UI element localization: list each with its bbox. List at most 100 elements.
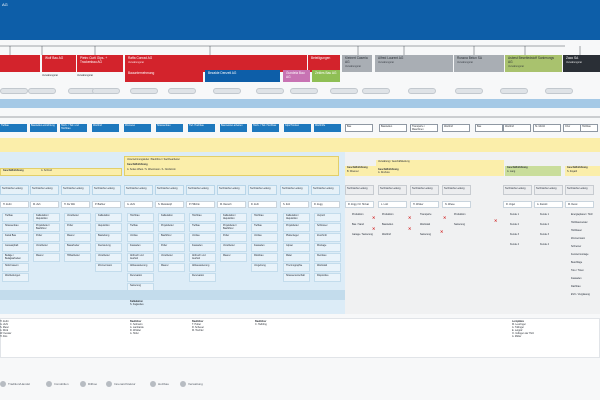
department-role[interactable]: Gipser	[283, 243, 310, 252]
department-role[interactable]: Schreiner	[571, 245, 582, 248]
department-box[interactable]: Bau	[475, 124, 503, 132]
department-role[interactable]: Tiefbau	[189, 223, 216, 232]
department-role[interactable]: Thermographie	[283, 263, 310, 272]
department-role[interactable]: Fassaden	[189, 243, 216, 252]
department-role[interactable]: Montage	[314, 243, 341, 252]
department-role[interactable]: Kunde 4	[510, 243, 519, 246]
department-box[interactable]: Baustellen	[379, 124, 407, 132]
department-role[interactable]: Rückbau	[251, 253, 278, 262]
tech-head-box[interactable]: Technische Leitung	[410, 185, 439, 195]
department-role[interactable]: Kalkulation / Akquisition	[220, 213, 247, 222]
tech-head-box[interactable]: Technische Leitung	[124, 185, 153, 195]
department-role[interactable]: Kunde 1	[510, 213, 519, 216]
department-role[interactable]: Maurer	[33, 253, 60, 262]
tech-head-box[interactable]: Technische Leitung	[61, 185, 90, 195]
tech-head-box[interactable]: Technische Leitung	[565, 185, 594, 195]
department-role[interactable]: Kalkulation / Akquisition	[283, 213, 310, 222]
department-role[interactable]: Vorarbeiter	[220, 243, 247, 252]
sub-company-box[interactable]: Bezalde Denzeli AG	[205, 70, 280, 82]
manager-box[interactable]: N. Wiese	[442, 201, 471, 208]
department-role[interactable]: EVC / Verglasung	[571, 293, 590, 296]
department-role[interactable]: Fassaden	[571, 277, 582, 280]
tech-head-box[interactable]: Technische Leitung	[92, 185, 121, 195]
manager-box[interactable]: S. Zolt	[280, 201, 309, 208]
manager-box[interactable]: R. Vogel	[503, 201, 532, 208]
sub-company-box[interactable]: Gundela Bau AG	[283, 70, 310, 82]
department-role[interactable]: Umbau	[189, 233, 216, 242]
department-role[interactable]: Devisierung	[95, 243, 122, 252]
tech-head-box[interactable]: Technische Leitung	[311, 185, 340, 195]
department-role[interactable]: Transporte	[420, 213, 432, 216]
department-role[interactable]: Altbausanierung	[189, 263, 216, 272]
department-role[interactable]: Kunde 3	[510, 233, 519, 236]
department-box[interactable]: Tief- Hochbau	[188, 124, 215, 132]
department-role[interactable]: Tiefbau	[2, 213, 29, 222]
department-role[interactable]: Hilfsarbeiter	[64, 253, 91, 262]
department-role[interactable]: Maurer	[64, 233, 91, 242]
department-role[interactable]: Kleinbau	[314, 253, 341, 262]
manager-box[interactable]: S. Weisskopf	[155, 201, 184, 208]
manager-box[interactable]: H. De Witt	[61, 201, 90, 208]
manager-box[interactable]: D. Zehr	[248, 201, 277, 208]
department-box[interactable]: Bau	[345, 124, 373, 132]
department-role[interactable]: Vorarbeiter	[95, 253, 122, 262]
department-role[interactable]: Fenstermontage	[571, 253, 589, 256]
department-box[interactable]: Strassenbau	[156, 124, 183, 132]
department-role[interactable]: Sanierung	[420, 233, 431, 236]
company-box[interactable]: Kleinert Caseria AG Verwaltungsrat	[342, 55, 372, 72]
department-role[interactable]: Produktion	[382, 213, 394, 216]
department-role[interactable]: Polier	[220, 233, 247, 242]
department-role[interactable]: Schlosser	[314, 223, 341, 232]
department-role[interactable]: Bauleitung	[95, 233, 122, 242]
sub-company-box[interactable]: Bauunternehmung	[125, 70, 203, 82]
department-role[interactable]: Projektleiter	[283, 223, 310, 232]
company-box[interactable]: Zaco SA Verwaltungsrat	[563, 55, 600, 72]
sub-company-box[interactable]: Zeldes Bau AG	[312, 70, 340, 82]
tech-head-box[interactable]: Technische Leitung	[534, 185, 563, 195]
department-role[interactable]: Maler	[283, 253, 310, 262]
department-role[interactable]: Plattenleger	[283, 233, 310, 242]
department-role[interactable]: Strassenunterhalt	[283, 273, 310, 282]
department-role[interactable]: Renovation	[189, 273, 216, 282]
department-role[interactable]: Kalkulation	[95, 213, 122, 222]
department-role[interactable]: Garage / Sanierung	[352, 233, 373, 236]
department-role[interactable]: Renovation	[127, 273, 154, 282]
department-role[interactable]: Polier	[33, 233, 60, 242]
manager-box[interactable]: A. Zanotti	[534, 201, 563, 208]
department-role[interactable]: Werkhof	[382, 233, 391, 236]
department-role[interactable]: Beschläge	[571, 261, 583, 264]
department-box[interactable]: Werkhöfe	[314, 124, 341, 132]
department-role[interactable]: Beläge / Belagsarbeiten	[2, 253, 29, 262]
department-role[interactable]: Verputz	[314, 213, 341, 222]
department-role[interactable]: Fassaden	[251, 243, 278, 252]
manager-box[interactable]: M. Dessi	[565, 201, 594, 208]
company-box[interactable]: Beteiligungen	[308, 55, 340, 72]
department-role[interactable]: Umbau	[251, 233, 278, 242]
department-role[interactable]: Dispositive	[314, 273, 341, 282]
department-role[interactable]: Werkleitungen	[2, 273, 29, 282]
department-box[interactable]: Werkhof	[442, 124, 470, 132]
department-role[interactable]: Werkstatt	[420, 223, 431, 226]
department-role[interactable]: Maurer	[220, 253, 247, 262]
company-box[interactable]	[0, 55, 40, 72]
department-role[interactable]: Polier	[64, 223, 91, 232]
department-box[interactable]: Tiefbau	[0, 124, 27, 132]
company-box[interactable]: Russna Belun SA Verwaltungsrat	[454, 55, 504, 72]
department-role[interactable]: Strassenbau	[2, 223, 29, 232]
department-role[interactable]: Zimmermann	[571, 237, 586, 240]
department-role[interactable]: Sanierung	[454, 223, 465, 226]
company-box[interactable]: Wolf Bau AG	[42, 55, 76, 72]
tech-head-box[interactable]: Technische Leitung	[345, 185, 374, 195]
company-box[interactable]: Asbest Beseitedstoff Sanierungs AG Verwal…	[505, 55, 562, 72]
department-role[interactable]: Gussasphalt	[2, 243, 29, 252]
department-role[interactable]: Akquisition	[95, 223, 122, 232]
department-role[interactable]: Polier	[158, 243, 185, 252]
department-box[interactable]: Baustellen-einrichtung	[30, 124, 57, 132]
department-role[interactable]: Tiefbau	[127, 223, 154, 232]
company-box[interactable]: Raffa Conrad AG Verwaltungsrat	[125, 55, 307, 72]
department-role[interactable]: Werkstatt	[314, 263, 341, 272]
department-role[interactable]: Umgebung	[251, 263, 278, 272]
department-role[interactable]: Hochbau	[127, 213, 154, 222]
department-role[interactable]: Zuschnitt	[314, 233, 341, 242]
manager-box[interactable]: P. Hilbrink	[186, 201, 215, 208]
